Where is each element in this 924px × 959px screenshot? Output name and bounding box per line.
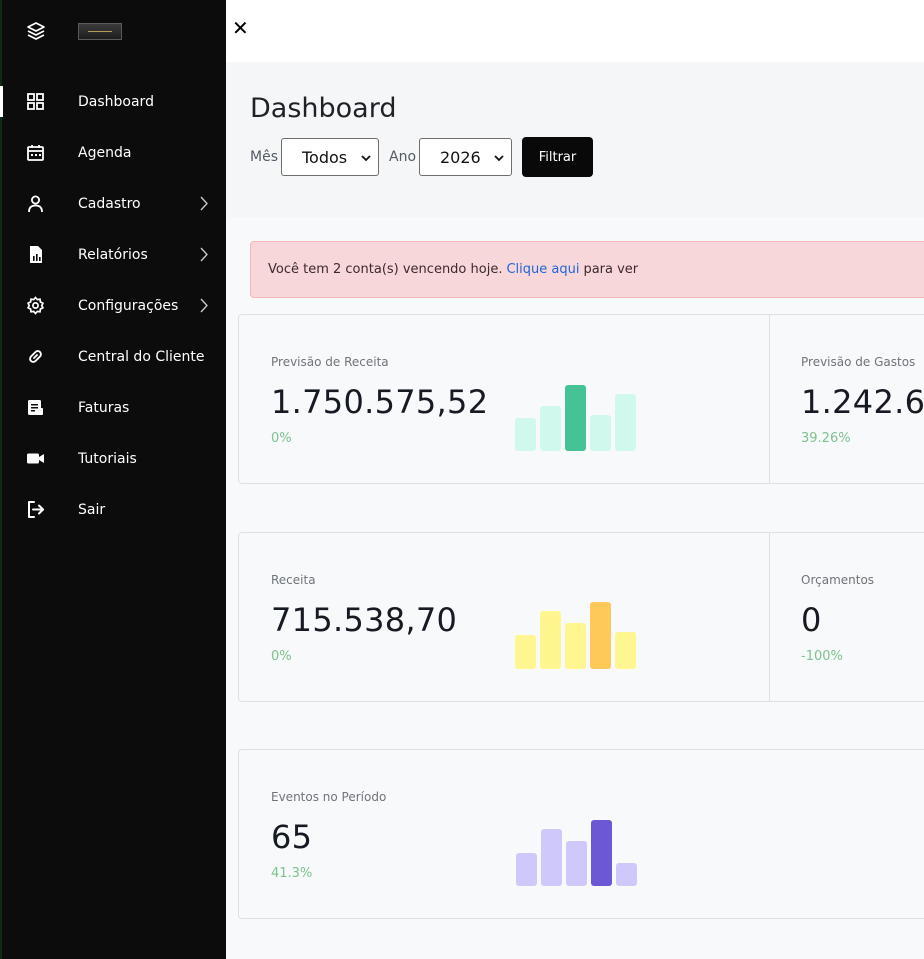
metric-value: 0 [801,601,822,639]
layers-icon[interactable] [26,21,46,41]
chevron-right-icon [200,298,208,313]
chevron-right-icon [200,247,208,262]
mini-bar-chart [516,820,637,886]
metrics-row-3: Eventos no Período 65 41.3% [238,749,924,919]
chart-bar [515,418,536,451]
alert-text: Você tem 2 conta(s) vencendo hoje. [268,262,503,277]
year-select[interactable]: 2026 [419,138,512,176]
sidebar-item-cadastro[interactable]: Cadastro [0,178,226,229]
chart-bar [565,623,586,669]
chart-bar [615,632,636,669]
metric-value: 1.750.575,52 [271,383,489,421]
sidebar-item-sair[interactable]: Sair [0,484,226,535]
calendar-icon [27,145,44,161]
sidebar-item-label: Cadastro [78,195,141,212]
chart-bar [615,394,636,451]
filter-button[interactable]: Filtrar [522,137,593,177]
chart-bar [566,841,587,886]
alert-text-after: para ver [583,262,639,277]
sidebar-item-label: Tutoriais [78,450,137,467]
logout-icon [28,501,44,518]
close-sidebar-button[interactable]: ✕ [232,16,249,40]
sidebar-item-tutoriais[interactable]: Tutoriais [0,433,226,484]
sidebar-item-label: Central do Cliente [78,348,205,365]
sidebar: Dashboard Agenda Cadastro Relatórios [0,0,226,959]
chart-bar [616,863,637,886]
sidebar-nav: Dashboard Agenda Cadastro Relatórios [0,76,226,535]
video-camera-icon [27,453,44,464]
chart-bar [590,602,611,669]
card-divider [769,533,770,701]
metric-change: 39.26% [801,431,851,446]
alert-link[interactable]: Clique aqui [506,262,580,277]
chart-bar [515,635,536,669]
chart-bar [590,415,611,451]
mini-bar-chart [515,602,636,669]
gear-icon [26,296,45,315]
month-label: Mês [250,149,278,165]
sidebar-item-label: Dashboard [78,93,154,110]
metric-change: 0% [271,649,292,664]
metrics-row-2: Receita 715.538,70 0% Orçamentos 0 -100% [238,532,924,702]
due-bills-alert: Você tem 2 conta(s) vencendo hoje. Cliqu… [250,241,924,298]
metric-change: -100% [801,649,843,664]
sidebar-item-dashboard[interactable]: Dashboard [0,76,226,127]
chart-bar [516,853,537,886]
sidebar-item-configuracoes[interactable]: Configurações [0,280,226,331]
invoice-icon [28,400,43,415]
sidebar-item-central-do-cliente[interactable]: Central do Cliente [0,331,226,382]
metric-label: Orçamentos [801,573,875,587]
sidebar-item-relatorios[interactable]: Relatórios [0,229,226,280]
sidebar-item-agenda[interactable]: Agenda [0,127,226,178]
sidebar-item-label: Relatórios [78,246,148,263]
sidebar-edge [0,0,2,959]
metric-label: Previsão de Receita [271,355,389,369]
mini-bar-chart [515,385,636,451]
chart-bar [565,385,586,451]
page-title: Dashboard [250,93,397,124]
metric-value: 65 [271,818,313,856]
sidebar-item-label: Configurações [78,297,179,314]
company-logo [78,23,122,40]
chart-bar [591,820,612,886]
sidebar-item-label: Faturas [78,399,130,416]
metric-label: Receita [271,573,316,587]
card-divider [769,315,770,483]
chevron-right-icon [200,196,208,211]
report-icon [30,246,42,263]
metric-change: 0% [271,431,292,446]
top-bar: ✕ [226,0,924,62]
chevron-down-icon [361,155,371,162]
grid-icon [27,93,44,110]
chevron-down-icon [494,155,504,162]
metrics-row-1: Previsão de Receita 1.750.575,52 0% Prev… [238,314,924,484]
chart-bar [540,611,561,669]
sidebar-item-label: Agenda [78,144,132,161]
sidebar-item-faturas[interactable]: Faturas [0,382,226,433]
metric-label: Previsão de Gastos [801,355,916,369]
metric-label: Eventos no Período [271,790,387,804]
metric-value: 715.538,70 [271,601,458,639]
sidebar-item-label: Sair [78,501,106,518]
chart-bar [541,829,562,886]
year-label: Ano [389,149,417,165]
user-icon [28,195,43,213]
month-select-value: Todos [302,147,348,167]
chart-bar [540,406,561,451]
metric-change: 41.3% [271,866,313,881]
metric-value: 1.242.69 [801,383,924,421]
year-select-value: 2026 [440,147,481,167]
link-icon [29,350,42,363]
month-select[interactable]: Todos [281,138,379,176]
